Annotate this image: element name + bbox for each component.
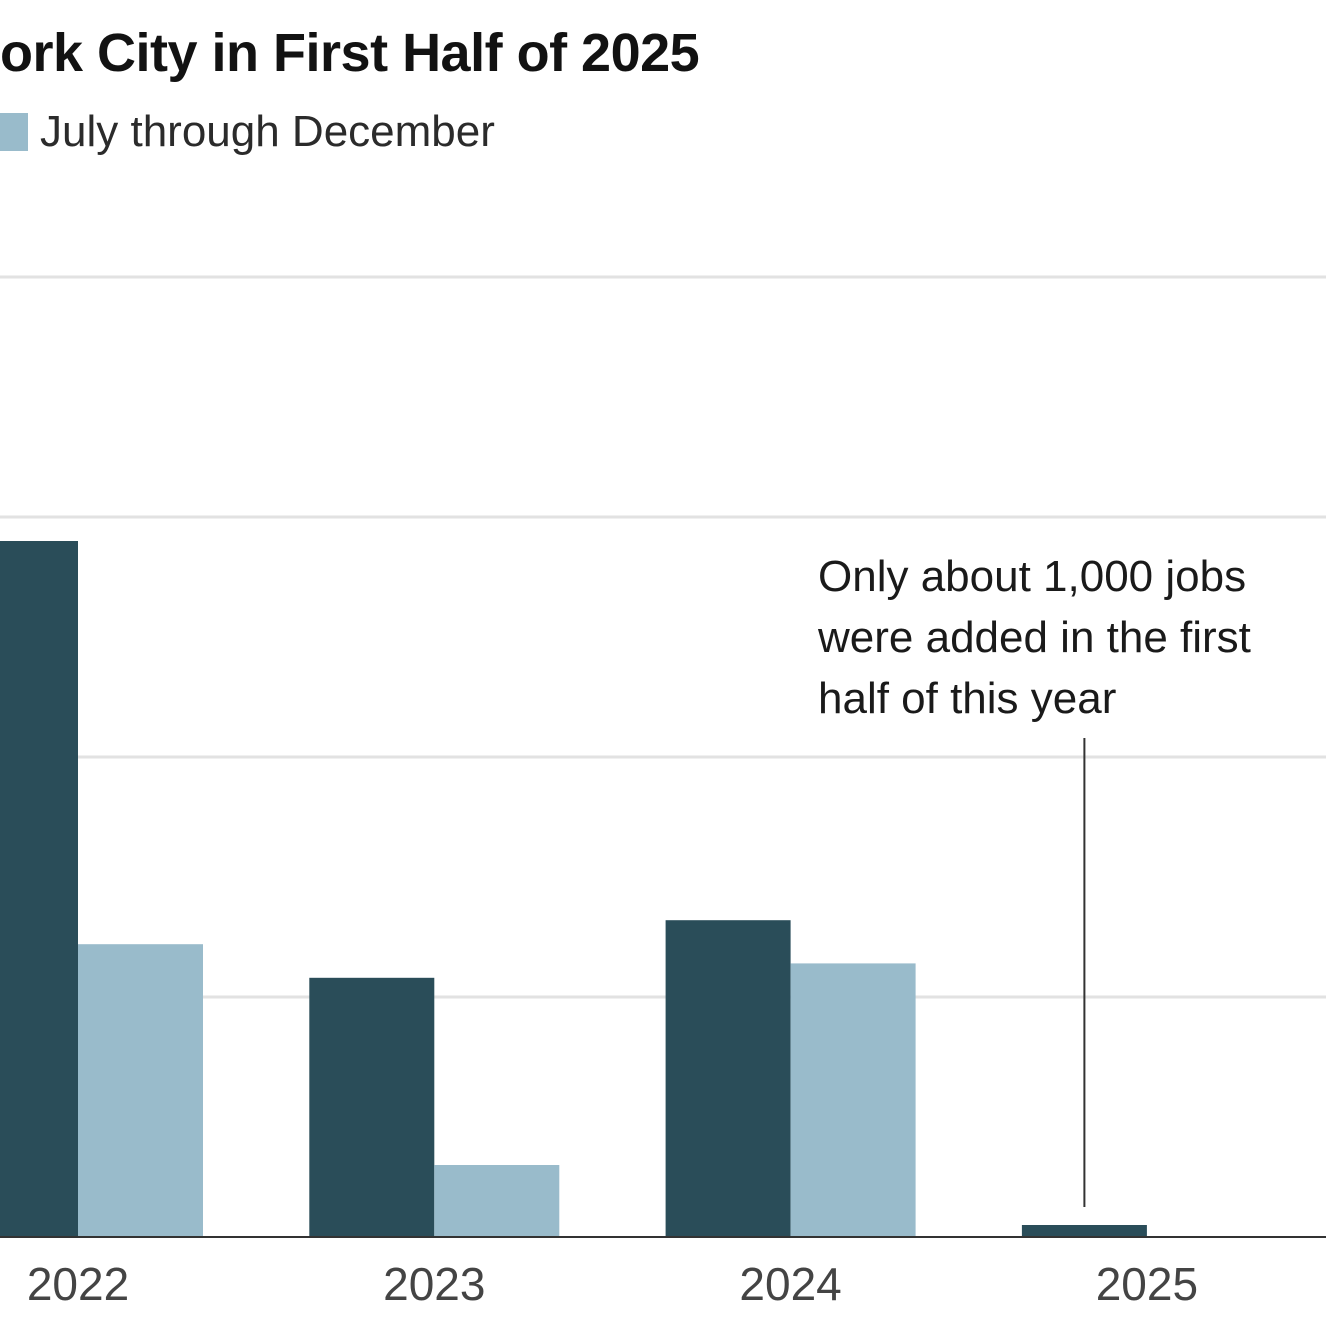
bar-2023-series-2: [434, 1165, 560, 1237]
annotation-line-3: half of this year: [818, 674, 1116, 723]
x-tick-label-2023: 2023: [383, 1258, 485, 1310]
x-axis-tick-labels: 2022 2023 2024 2025: [27, 1258, 1198, 1310]
bar-2024-series-1: [665, 920, 791, 1237]
chart-title: ork City in First Half of 2025: [0, 23, 700, 83]
annotation: Only about 1,000 jobs were added in the f…: [817, 552, 1251, 1207]
bar-2025-series-1: [1021, 1225, 1147, 1237]
gridlines: [0, 275, 1326, 999]
x-tick-label-2022: 2022: [27, 1258, 129, 1310]
x-tick-label-2024: 2024: [739, 1258, 841, 1310]
bar-2022-series-2: [78, 944, 203, 1237]
x-tick-label-2025: 2025: [1096, 1258, 1198, 1310]
legend-swatch-july-december: [0, 113, 28, 151]
bars: [0, 541, 1147, 1237]
annotation-line-1: Only about 1,000 jobs: [818, 552, 1246, 601]
legend: July through December: [0, 104, 495, 160]
bar-2024-series-2: [790, 963, 916, 1237]
bar-2022-series-1: [0, 541, 78, 1237]
legend-label-july-december: July through December: [40, 107, 495, 156]
bar-2023-series-1: [309, 977, 435, 1237]
annotation-line-2: were added in the first: [817, 613, 1251, 662]
